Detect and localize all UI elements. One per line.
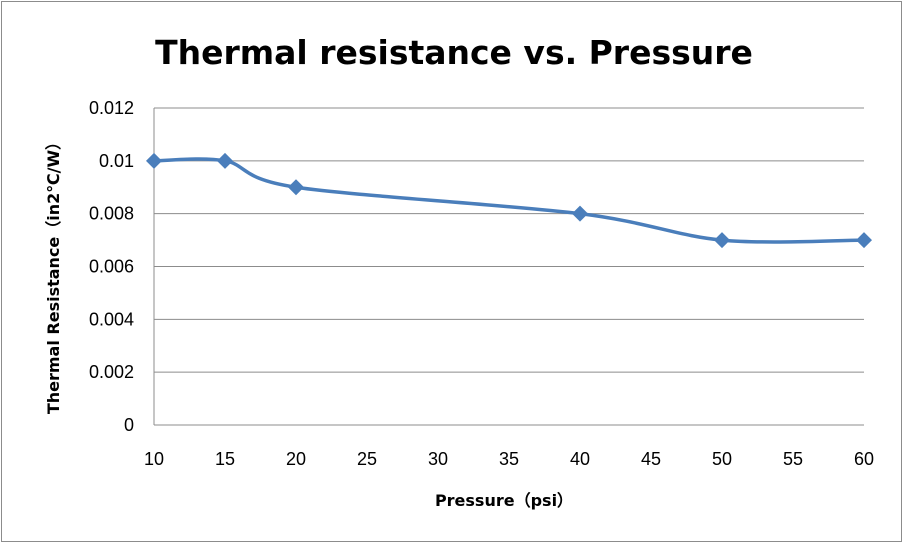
y-tick-label: 0.008 [89, 204, 134, 224]
y-tick-label: 0.012 [89, 98, 134, 118]
x-tick-label: 35 [499, 449, 519, 469]
data-point-2 [288, 179, 304, 196]
series-layer [146, 152, 872, 249]
y-tick-label: 0.006 [89, 257, 134, 277]
data-point-4 [714, 232, 730, 249]
y-axis-ticks: 0 0.002 0.004 0.006 0.008 0.01 0.012 [89, 98, 134, 435]
data-point-0 [146, 152, 162, 169]
x-tick-label: 25 [357, 449, 377, 469]
x-tick-label: 30 [428, 449, 448, 469]
chart-title: Thermal resistance vs. Pressure [155, 33, 753, 72]
data-point-1 [217, 152, 233, 169]
gridlines [153, 107, 864, 426]
x-tick-label: 50 [712, 449, 732, 469]
x-tick-label: 45 [641, 449, 661, 469]
y-tick-label: 0.004 [89, 309, 134, 329]
x-tick-label: 60 [854, 449, 874, 469]
x-tick-label: 10 [144, 449, 164, 469]
y-axis-title: Thermal Resistance（in2℃/W） [44, 134, 63, 414]
x-tick-label: 40 [570, 449, 590, 469]
y-tick-label: 0 [124, 415, 134, 435]
x-tick-label: 55 [783, 449, 803, 469]
x-tick-label: 15 [215, 449, 235, 469]
series-line-0 [152, 157, 866, 244]
data-point-5 [856, 232, 872, 249]
x-tick-label: 20 [286, 449, 306, 469]
data-point-3 [572, 205, 588, 222]
x-axis-ticks: 10 15 20 25 30 35 40 45 50 55 60 [144, 449, 874, 469]
y-tick-label: 0.01 [99, 151, 134, 171]
x-axis-title: Pressure（psi） [435, 491, 573, 510]
y-tick-label: 0.002 [89, 362, 134, 382]
